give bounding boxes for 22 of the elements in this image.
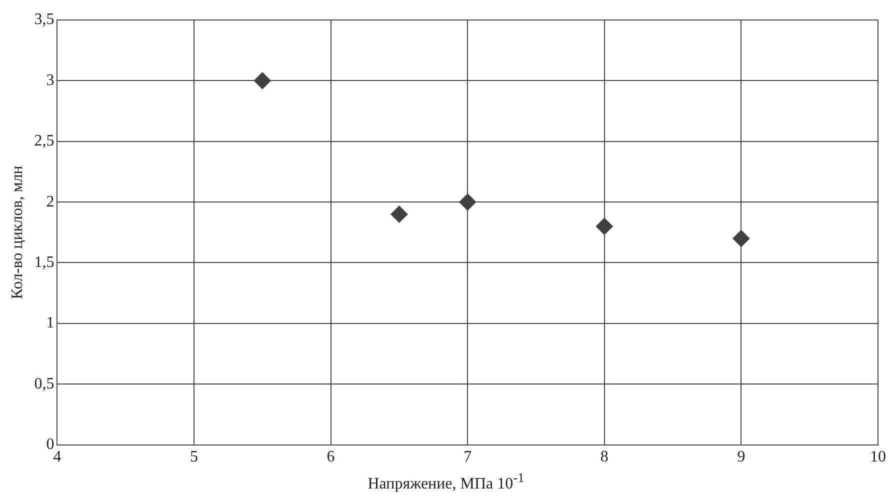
x-tick-label: 9 (737, 448, 746, 466)
point (596, 218, 613, 235)
y-tick-label: 0,5 (34, 375, 54, 392)
point (390, 206, 408, 223)
point (459, 194, 476, 211)
y-tick-label: 3 (46, 72, 54, 89)
y-tick-label: 2 (46, 193, 54, 210)
x-tick-label: 4 (53, 448, 62, 466)
x-tick-label: 10 (870, 448, 886, 466)
y-tick-label: 3,5 (34, 11, 54, 28)
x-axis-title: Напряжение, МПа 10$^{-1}$ (366, 470, 526, 494)
x-tick-label: 6 (326, 448, 335, 466)
x-tick-label: 8 (600, 448, 608, 466)
x-tick-label: 7 (464, 448, 472, 466)
y-axis-title: Кол-во циклов, млн (8, 165, 26, 300)
point (254, 72, 271, 90)
y-tick-label: 0 (46, 436, 54, 454)
point (732, 230, 750, 247)
x-tick-label: 5 (190, 448, 198, 466)
y-tick-label: 2,5 (34, 132, 54, 150)
y-tick-label: 1 (46, 314, 54, 332)
y-tick-label: 1,5 (34, 254, 54, 271)
